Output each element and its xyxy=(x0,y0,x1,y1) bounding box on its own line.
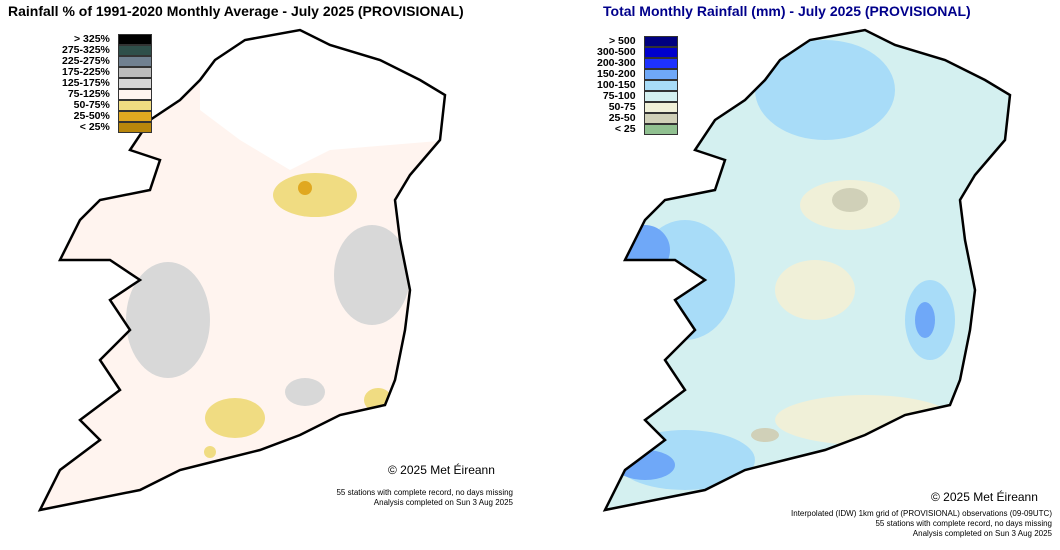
region-125-175 xyxy=(285,378,325,406)
legend-label: 300-500 xyxy=(597,46,636,58)
legend-label: < 25 xyxy=(614,123,636,135)
note-line: 55 stations with complete record, no day… xyxy=(875,519,1052,528)
right-map-legend: > 500 300-500 200-300 150-200 100-150 75-100 5… xyxy=(597,36,678,135)
right-map-title: Total Monthly Rainfall (mm) - July 2025 … xyxy=(603,3,971,19)
right-notes: Interpolated (IDW) 1km grid of (PROVISIO… xyxy=(791,509,1052,539)
legend-label: 200-300 xyxy=(597,57,636,69)
right-copyright: © 2025 Met Éireann xyxy=(931,490,1038,504)
legend-swatch xyxy=(643,80,678,91)
legend-swatch xyxy=(643,102,678,113)
legend-label: < 25% xyxy=(79,121,110,133)
legend-label: 50-75 xyxy=(608,101,636,113)
legend-swatch xyxy=(117,78,152,89)
left-copyright: © 2025 Met Éireann xyxy=(388,463,495,477)
left-notes: 55 stations with complete record, no day… xyxy=(336,488,513,508)
legend-swatch xyxy=(643,113,678,124)
legend-label: > 500 xyxy=(608,35,636,47)
legend-label: 25-50 xyxy=(608,112,636,124)
note-line: Analysis completed on Sun 3 Aug 2025 xyxy=(373,498,513,507)
legend-swatch xyxy=(643,47,678,58)
left-map-legend: > 325% 275-325% 225-275% 175-225% 125-175% 75… xyxy=(62,34,152,133)
legend-label: 225-275% xyxy=(62,55,110,67)
note-line: Analysis completed on Sun 3 Aug 2025 xyxy=(912,529,1052,538)
left-map-title: Rainfall % of 1991-2020 Monthly Average … xyxy=(8,3,464,19)
region-25-50 xyxy=(298,181,312,195)
legend-swatch xyxy=(117,56,152,67)
legend-label: > 325% xyxy=(73,33,110,45)
legend-swatch xyxy=(117,89,152,100)
legend-label: 25-50% xyxy=(73,110,110,122)
region-125-175 xyxy=(334,225,410,325)
left-map-percent xyxy=(38,28,447,512)
legend-swatch xyxy=(117,34,152,45)
right-map-total xyxy=(603,28,1012,512)
legend-swatch xyxy=(643,91,678,102)
legend-label: 75-100 xyxy=(602,90,636,102)
legend-swatch xyxy=(643,58,678,69)
region-125-175 xyxy=(126,262,210,378)
legend-swatch xyxy=(117,100,152,111)
legend-label: 275-325% xyxy=(62,44,110,56)
legend-label: 100-150 xyxy=(597,79,636,91)
legend-swatch xyxy=(117,45,152,56)
legend-label: 175-225% xyxy=(62,66,110,78)
legend-label: 125-175% xyxy=(62,77,110,89)
legend-label: 75-125% xyxy=(67,88,110,100)
legend-swatch xyxy=(117,67,152,78)
legend-label: 150-200 xyxy=(597,68,636,80)
note-line: 55 stations with complete record, no day… xyxy=(336,488,513,497)
legend-swatch xyxy=(643,36,678,47)
legend-swatch xyxy=(117,111,152,122)
legend-swatch xyxy=(117,122,152,133)
note-line: Interpolated (IDW) 1km grid of (PROVISIO… xyxy=(791,509,1052,518)
region-50-75 xyxy=(273,173,357,217)
legend-label: 50-75% xyxy=(73,99,110,111)
region-50-75 xyxy=(205,398,265,438)
legend-swatch xyxy=(643,69,678,80)
legend-swatch xyxy=(643,124,678,135)
